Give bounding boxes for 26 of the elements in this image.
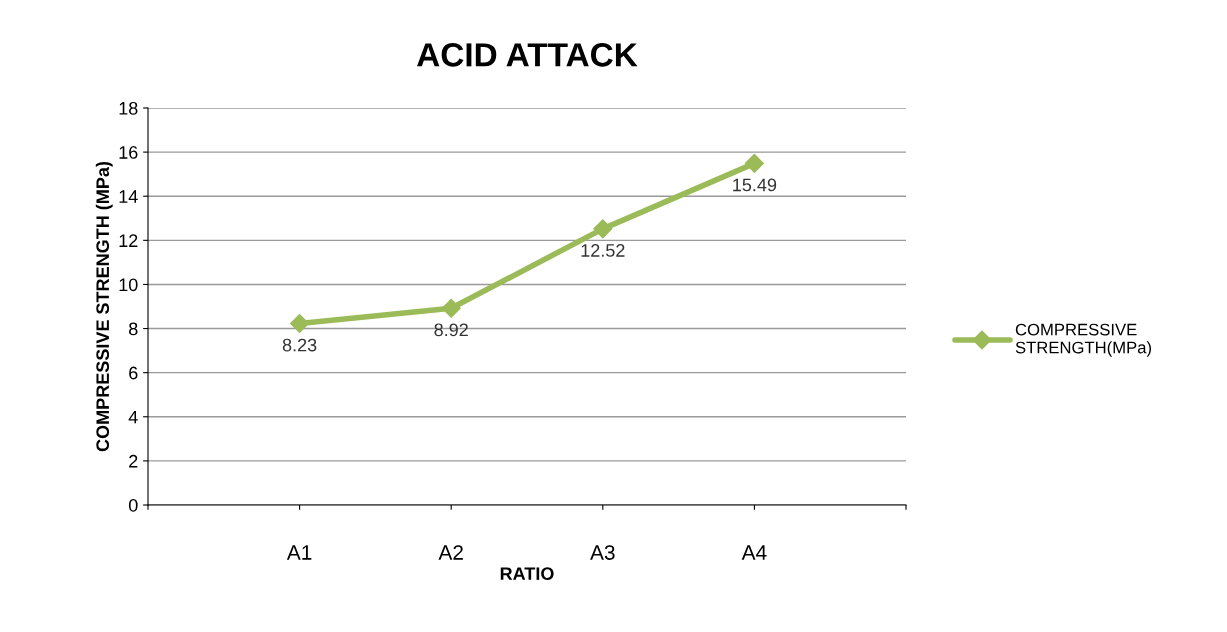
y-tick-label: 16 — [119, 146, 138, 159]
y-tick-label: 12 — [119, 234, 138, 247]
x-tick-label: A1 — [286, 545, 312, 560]
y-tick-label: 14 — [119, 190, 138, 203]
point — [744, 153, 764, 173]
x-tick-label: A3 — [590, 545, 615, 560]
y-tick-label: 6 — [129, 366, 138, 380]
y-tick-label: 8 — [129, 322, 138, 336]
y-tick-label: 18 — [119, 101, 138, 115]
y-tick-label: 4 — [128, 410, 138, 424]
point — [441, 298, 461, 318]
point — [593, 219, 613, 239]
x-tick-label: A2 — [438, 545, 463, 560]
y-axis-title: COMPRESSIVE STRENGTH (MPa) — [95, 161, 113, 452]
data-label: 8.23 — [282, 338, 317, 352]
y-tick-label: 2 — [129, 454, 138, 468]
x-tick-label: A4 — [741, 545, 767, 560]
point — [290, 313, 310, 334]
data-label: 12.52 — [581, 244, 625, 257]
data-label: 8.92 — [434, 323, 468, 337]
legend-label: COMPRESSIVE STRENGTH(MPa) — [1015, 323, 1151, 357]
chart-title: ACID ATTACK — [417, 43, 638, 67]
y-tick-label: 0 — [128, 498, 138, 512]
data-label: 15.49 — [733, 178, 777, 192]
x-axis-title: RATIO — [500, 567, 554, 581]
y-tick-label: 10 — [119, 278, 138, 292]
